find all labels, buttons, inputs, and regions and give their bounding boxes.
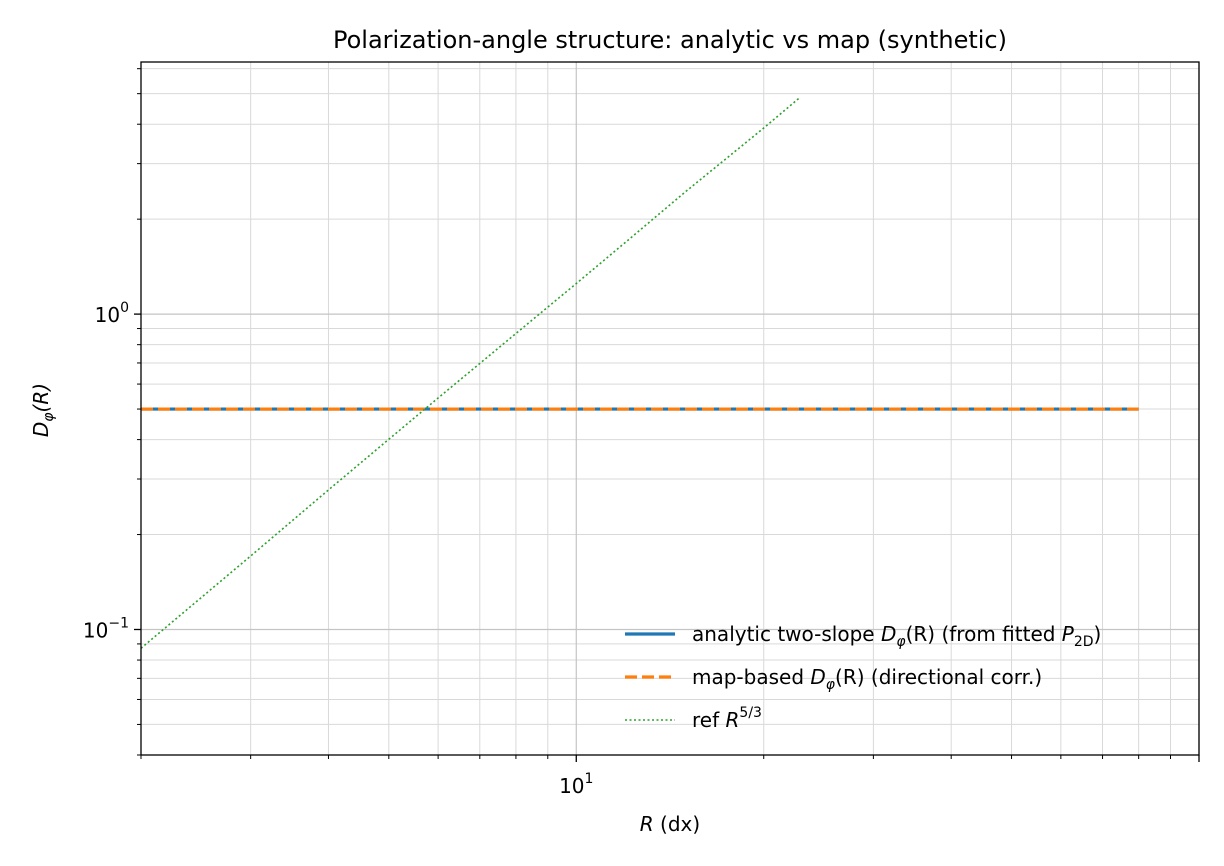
legend: analytic two-slope Dφ(R) (from fitted P2… [625,622,1101,732]
x-tick-label: 101 [559,771,593,798]
y-axis-label: Dφ(R) [29,383,57,437]
legend-label-analytic: analytic two-slope Dφ(R) (from fitted P2… [692,622,1101,650]
y-axis-label-tail: (R) [29,383,53,413]
y-tick-label: 100 [95,300,129,327]
x-axis-label-unit: (dx) [654,812,701,836]
legend-label-map: map-based Dφ(R) (directional corr.) [692,665,1042,693]
chart-title: Polarization-angle structure: analytic v… [333,26,1007,54]
legend-label-ref: ref R5/3 [692,705,762,732]
series-layer [141,97,1139,649]
x-axis-label-var: R [640,812,654,836]
plot-frame [140,61,1200,756]
x-axis-label: R (dx) [640,812,700,836]
axis-ticks [134,68,1200,762]
y-axis-label-sym: D [29,422,53,437]
y-tick-label: 10−1 [83,615,129,642]
axis-tick-labels: 101 10−1 100 [83,300,594,798]
y-axis-label-sub: φ [41,412,57,422]
